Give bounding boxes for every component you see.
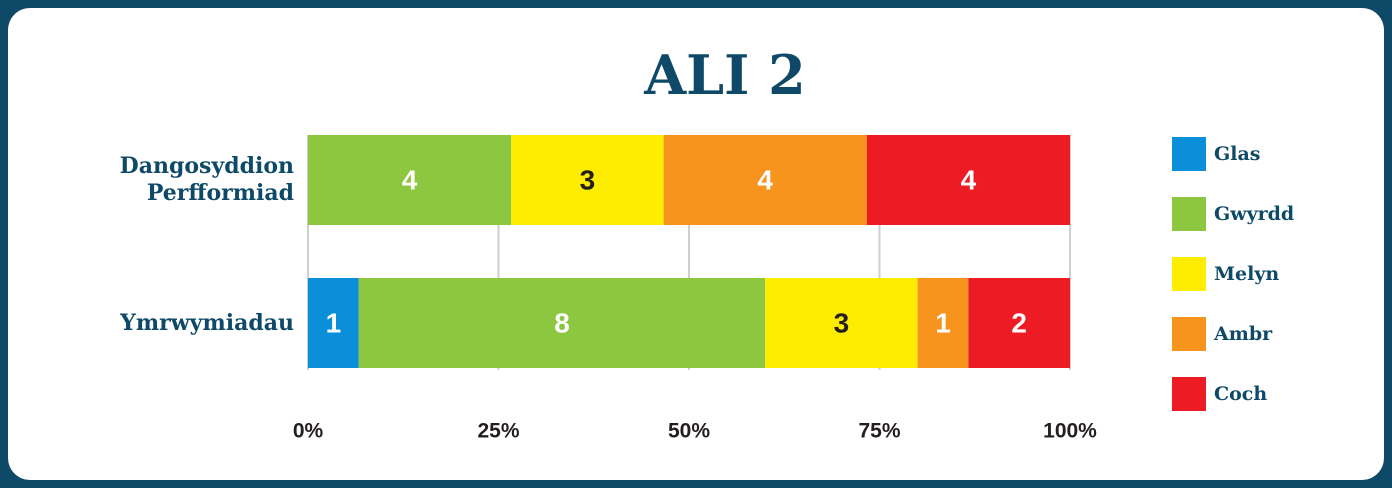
bar-segment — [765, 278, 918, 368]
x-tick-label: 25% — [477, 420, 519, 443]
legend-label: Coch — [1214, 383, 1267, 405]
panel — [8, 8, 1384, 480]
data-label: 4 — [961, 164, 977, 195]
bar-segment — [308, 278, 359, 368]
data-label: 8 — [554, 307, 570, 338]
data-label: 4 — [402, 164, 418, 195]
chart-title: ALI 2 — [643, 43, 806, 107]
data-label: 4 — [757, 164, 773, 195]
bar-segment — [358, 278, 766, 368]
bar-segment — [511, 135, 664, 225]
category-label: Dangosyddion Perfformiad — [119, 153, 294, 206]
bar-segment — [968, 278, 1070, 368]
x-tick-label: 50% — [668, 420, 710, 443]
data-label: 3 — [580, 164, 596, 195]
legend-swatch — [1172, 377, 1206, 411]
x-tick-label: 100% — [1043, 420, 1097, 443]
bar-segment — [866, 135, 1070, 225]
legend-label: Gwyrdd — [1214, 203, 1294, 225]
data-label: 1 — [326, 307, 342, 338]
bar-segment — [663, 135, 867, 225]
legend-swatch — [1172, 257, 1206, 291]
data-label: 3 — [834, 307, 850, 338]
bar-segment — [308, 135, 512, 225]
legend-label: Glas — [1214, 143, 1260, 165]
legend-swatch — [1172, 137, 1206, 171]
category-label: Ymrwymiadau — [120, 309, 294, 336]
legend-label: Ambr — [1213, 323, 1273, 345]
data-label: 1 — [935, 307, 951, 338]
bar-segment — [917, 278, 969, 368]
data-label: 2 — [1011, 307, 1027, 338]
x-tick-label: 0% — [293, 420, 324, 443]
legend-swatch — [1172, 197, 1206, 231]
legend-label: Melyn — [1214, 263, 1279, 285]
x-tick-label: 75% — [858, 420, 900, 443]
legend-swatch — [1172, 317, 1206, 351]
